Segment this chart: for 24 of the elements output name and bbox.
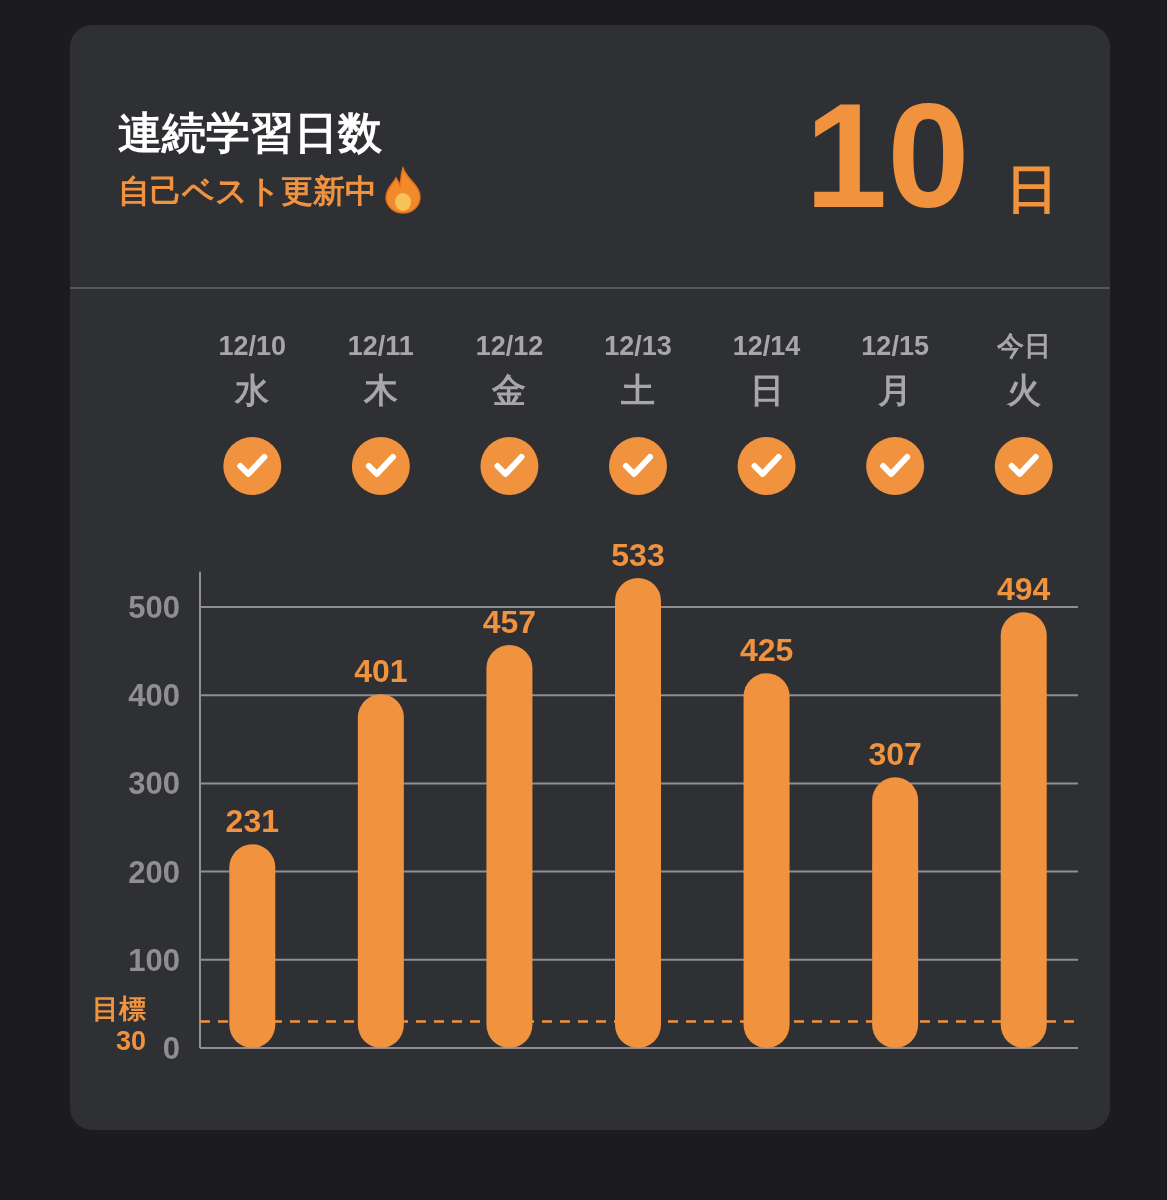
data-label: 401 [354, 653, 408, 690]
y-tick-label: 400 [128, 678, 180, 714]
x-tick-label: 12/13 土 [604, 331, 672, 409]
data-label: 533 [611, 536, 665, 573]
x-tick-label: 12/11 木 [347, 331, 414, 409]
x-tick-label: 12/14 日 [732, 331, 801, 409]
x-tick-label: 12/12 金 [475, 331, 544, 409]
ref-line-label: 目標 30 [92, 993, 146, 1056]
chart-subtitle: 自己ベスト更新中 [118, 173, 377, 209]
y-tick-label: 100 [128, 942, 180, 978]
x-tick-label: 12/10 水 [218, 331, 287, 409]
data-label: 457 [482, 603, 537, 640]
data-label: 231 [225, 803, 279, 840]
data-label: 307 [868, 736, 922, 773]
y-tick-label: 300 [128, 766, 180, 802]
chart-title: 連続学習日数 [118, 108, 383, 157]
y-tick-label: 500 [128, 590, 180, 625]
y-tick-label: 0 [162, 1031, 180, 1066]
data-label: 425 [739, 632, 794, 669]
data-label: 494 [997, 571, 1051, 608]
y-tick-label: 200 [128, 854, 180, 890]
x-tick-label: 12/15 月 [861, 331, 929, 409]
text: 10 日 [804, 73, 1058, 238]
x-tick-label: 今日火 [995, 331, 1051, 409]
